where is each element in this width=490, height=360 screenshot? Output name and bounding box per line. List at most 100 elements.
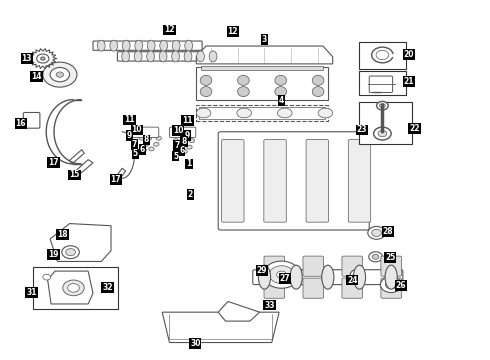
Ellipse shape	[275, 87, 287, 96]
Ellipse shape	[122, 40, 130, 51]
FancyBboxPatch shape	[253, 270, 403, 285]
Polygon shape	[218, 301, 260, 321]
Text: 27: 27	[280, 274, 290, 283]
Ellipse shape	[110, 40, 118, 51]
Circle shape	[37, 54, 49, 63]
Text: 17: 17	[111, 175, 121, 184]
Text: 3: 3	[262, 35, 267, 44]
Text: 23: 23	[357, 126, 367, 135]
Text: 24: 24	[347, 275, 357, 284]
Circle shape	[372, 229, 381, 237]
FancyBboxPatch shape	[132, 127, 159, 138]
Ellipse shape	[258, 265, 270, 289]
FancyBboxPatch shape	[348, 140, 371, 222]
Ellipse shape	[196, 108, 211, 118]
Circle shape	[277, 271, 287, 278]
FancyBboxPatch shape	[117, 52, 226, 61]
Ellipse shape	[174, 150, 179, 154]
Ellipse shape	[312, 87, 324, 96]
Text: 4: 4	[279, 96, 284, 105]
Text: 13: 13	[22, 54, 32, 63]
Text: 16: 16	[16, 119, 26, 128]
Text: 10: 10	[173, 126, 183, 135]
FancyBboxPatch shape	[170, 127, 196, 138]
Ellipse shape	[238, 87, 249, 96]
Ellipse shape	[147, 51, 154, 62]
Ellipse shape	[56, 72, 64, 77]
Text: 30: 30	[190, 339, 200, 348]
Text: 11: 11	[182, 116, 193, 125]
Text: 31: 31	[26, 288, 37, 297]
Text: 5: 5	[173, 152, 178, 161]
Ellipse shape	[139, 136, 145, 140]
Ellipse shape	[209, 51, 217, 62]
Circle shape	[374, 127, 391, 140]
Bar	[33, 267, 118, 309]
Ellipse shape	[122, 51, 129, 62]
Ellipse shape	[322, 265, 334, 289]
Ellipse shape	[98, 40, 105, 51]
Ellipse shape	[144, 142, 149, 146]
Ellipse shape	[185, 40, 193, 51]
Ellipse shape	[350, 269, 365, 284]
FancyBboxPatch shape	[264, 278, 285, 298]
Bar	[201, 66, 323, 70]
Polygon shape	[114, 168, 125, 183]
Circle shape	[378, 130, 387, 137]
Polygon shape	[70, 150, 84, 164]
Circle shape	[41, 57, 45, 60]
Text: 7: 7	[174, 141, 179, 150]
Text: 11: 11	[124, 116, 135, 125]
Circle shape	[372, 254, 379, 259]
Bar	[360, 42, 406, 68]
Polygon shape	[196, 46, 333, 64]
Text: 2: 2	[188, 190, 193, 199]
Text: 20: 20	[403, 50, 414, 59]
Bar	[360, 71, 406, 95]
Ellipse shape	[187, 145, 192, 149]
Ellipse shape	[184, 51, 192, 62]
FancyBboxPatch shape	[93, 41, 202, 50]
Ellipse shape	[179, 139, 185, 143]
Bar	[199, 107, 325, 119]
Text: 8: 8	[181, 137, 187, 146]
Circle shape	[62, 246, 79, 258]
Ellipse shape	[134, 51, 142, 62]
Text: 6: 6	[140, 145, 145, 154]
Ellipse shape	[156, 136, 161, 140]
Text: 14: 14	[31, 72, 42, 81]
Circle shape	[263, 261, 300, 288]
Ellipse shape	[154, 142, 159, 146]
Circle shape	[270, 266, 294, 284]
Text: 29: 29	[257, 266, 268, 275]
Circle shape	[379, 104, 385, 108]
Ellipse shape	[135, 40, 143, 51]
Ellipse shape	[175, 145, 181, 149]
Circle shape	[63, 280, 84, 296]
FancyBboxPatch shape	[342, 278, 363, 298]
Text: 17: 17	[48, 158, 59, 167]
Ellipse shape	[277, 108, 292, 118]
Text: 19: 19	[49, 250, 59, 259]
FancyBboxPatch shape	[303, 278, 323, 298]
Circle shape	[369, 252, 382, 262]
Ellipse shape	[353, 272, 362, 281]
Text: 26: 26	[395, 281, 406, 290]
FancyBboxPatch shape	[218, 132, 369, 230]
Text: 15: 15	[69, 171, 80, 180]
Text: 12: 12	[164, 26, 175, 35]
Ellipse shape	[147, 40, 155, 51]
Ellipse shape	[172, 51, 179, 62]
Circle shape	[68, 284, 79, 292]
Ellipse shape	[160, 40, 168, 51]
Text: 32: 32	[102, 283, 113, 292]
Ellipse shape	[189, 139, 195, 143]
Ellipse shape	[50, 67, 70, 82]
Text: 9: 9	[127, 131, 132, 140]
Ellipse shape	[172, 40, 180, 51]
FancyBboxPatch shape	[264, 256, 285, 276]
Text: 25: 25	[385, 253, 395, 262]
Bar	[196, 105, 328, 121]
FancyBboxPatch shape	[381, 256, 401, 276]
Polygon shape	[48, 271, 93, 304]
